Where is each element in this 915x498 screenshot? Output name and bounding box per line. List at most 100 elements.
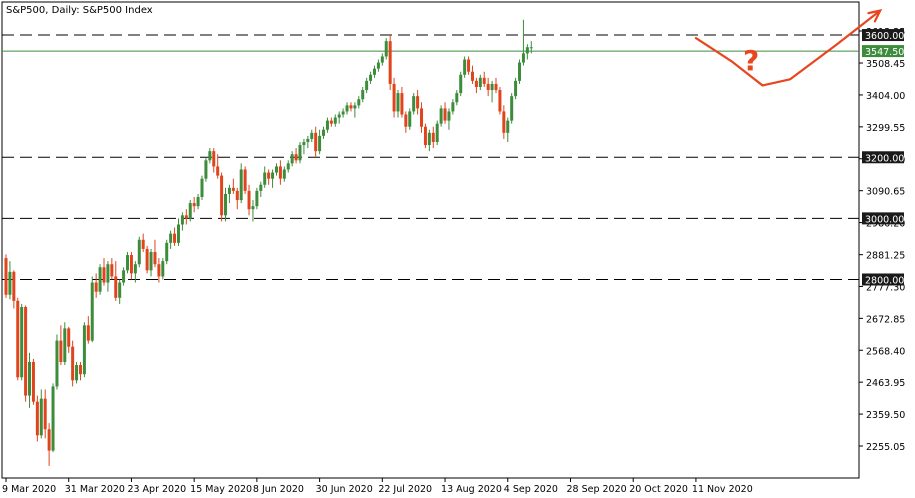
candle (4, 254, 8, 298)
candle-body (310, 132, 314, 139)
plot-area (1, 1, 860, 479)
candle (298, 141, 302, 164)
candle-body (216, 166, 220, 176)
candle-body (28, 361, 32, 396)
candle (294, 148, 298, 164)
candle (518, 59, 522, 84)
candle (94, 273, 98, 298)
candle-body (298, 145, 302, 161)
candle (235, 187, 239, 210)
candle (322, 126, 326, 139)
level-badge (862, 151, 904, 164)
candle (443, 102, 447, 124)
level-badge-label: 3600.00 (865, 31, 904, 42)
candle-body (459, 74, 463, 94)
x-tick-label: 23 Apr 2020 (127, 484, 186, 495)
candle-body (341, 111, 345, 115)
candle (337, 111, 341, 124)
candle (349, 102, 353, 112)
candle (63, 322, 67, 366)
candle-body (271, 172, 275, 179)
candle-body (404, 114, 408, 127)
x-tick-label: 20 Oct 2020 (629, 484, 688, 495)
candle-body (231, 187, 235, 191)
candle (251, 200, 255, 222)
candle-body (145, 248, 149, 271)
candle-body (529, 47, 533, 49)
candle-body (306, 138, 310, 142)
candle-body (467, 59, 471, 72)
candle (28, 352, 32, 408)
candle (216, 154, 220, 179)
candle-body (78, 365, 82, 375)
candle (361, 86, 365, 103)
candle-body (286, 163, 290, 170)
candle (502, 105, 506, 139)
candle (282, 166, 286, 182)
candle-body (259, 184, 263, 191)
candle-body (525, 47, 529, 54)
candle (129, 251, 133, 280)
candle-body (274, 166, 278, 173)
candle-body (24, 306, 28, 396)
candle (470, 65, 474, 84)
candle-body (345, 105, 349, 112)
candle (423, 123, 427, 149)
candle (12, 270, 16, 309)
candle (506, 117, 510, 142)
x-tick-label: 11 Nov 2020 (692, 484, 753, 495)
candle-body (20, 306, 24, 378)
level-badge (862, 29, 904, 42)
candle (388, 35, 392, 91)
level-badge (862, 212, 904, 225)
forecast-question-mark: ? (743, 44, 759, 77)
candle (196, 193, 200, 210)
candle (431, 126, 435, 149)
candle-body (90, 282, 94, 341)
candle (525, 44, 529, 60)
candle-body (173, 233, 177, 243)
candle-body (514, 80, 518, 97)
candle-body (98, 267, 102, 292)
candle-body (169, 233, 173, 243)
forecast-layer: ? (694, 9, 883, 87)
candle (51, 383, 55, 453)
candle-body (376, 62, 380, 69)
candle (274, 163, 278, 176)
candle (486, 77, 490, 97)
candle-body (474, 80, 478, 87)
candle-body (431, 132, 435, 142)
candle-body (157, 264, 161, 277)
candle-body (388, 41, 392, 84)
y-tick-label: 3299.55 (866, 123, 905, 134)
candle-body (396, 93, 400, 112)
x-tick-label: 8 Jun 2020 (253, 484, 304, 495)
candle-body (224, 193, 228, 216)
candle-body (278, 166, 282, 179)
x-tick-label: 9 Mar 2020 (2, 484, 56, 495)
candle (114, 261, 118, 301)
y-tick-label: 3404.00 (866, 91, 905, 102)
candle (290, 151, 294, 167)
candle-body (71, 346, 75, 381)
candle-body (59, 340, 63, 362)
candle-body (8, 271, 12, 295)
candle (126, 251, 130, 274)
candle-body (94, 282, 98, 292)
chart-title-group: S&P500, Daily: S&P500 Index (6, 5, 153, 16)
candle-body (400, 93, 404, 115)
candle-body (39, 398, 43, 436)
candle (43, 389, 47, 439)
candle (365, 77, 369, 94)
candle (392, 77, 396, 118)
candle (510, 93, 514, 124)
candle-body (204, 160, 208, 179)
candle-body (12, 271, 16, 301)
candle (86, 316, 90, 344)
candle-body (423, 126, 427, 146)
candle-body (322, 129, 326, 136)
candle (224, 187, 228, 222)
candle-body (126, 255, 130, 271)
candle (184, 209, 188, 225)
